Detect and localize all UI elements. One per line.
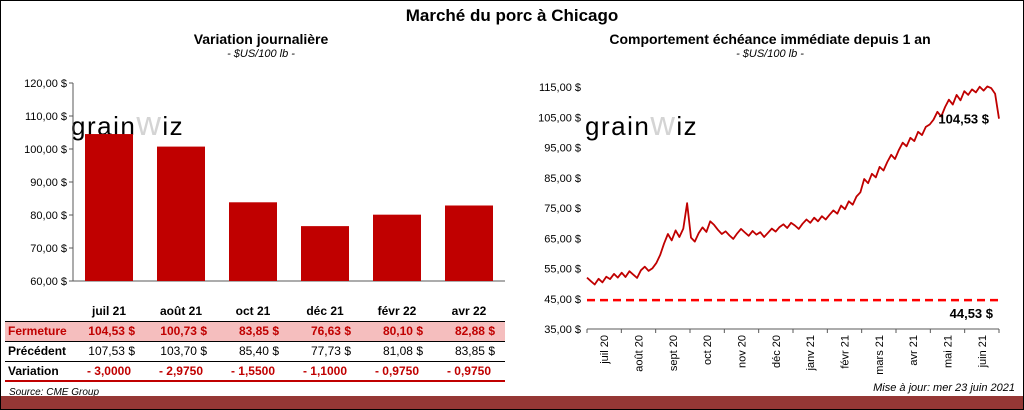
year-trend-panel: Comportement échéance immédiate depuis 1… xyxy=(519,31,1021,389)
bar xyxy=(373,214,421,281)
source-note: Source: CME Group xyxy=(9,387,100,398)
y-axis-tick-label: 85,00 $ xyxy=(544,173,581,185)
x-axis-tick-label: févr 21 xyxy=(840,335,852,369)
y-axis-tick-label: 95,00 $ xyxy=(544,143,581,155)
table-cell: 82,88 $ xyxy=(454,324,495,338)
table-cell: - 1,5500 xyxy=(230,363,276,378)
table-cell: 83,85 $ xyxy=(238,324,279,338)
y-axis-tick-label: 80,00 $ xyxy=(30,210,67,222)
x-axis-tick-label: avr 21 xyxy=(908,335,920,366)
row-label: Fermeture xyxy=(8,324,67,338)
y-axis-tick-label: 55,00 $ xyxy=(544,264,581,276)
table-header-cell: avr 22 xyxy=(451,303,487,318)
row-label: Variation xyxy=(8,363,59,378)
update-note: Mise à jour: mer 23 juin 2021 xyxy=(873,382,1015,394)
x-axis-tick-label: mai 21 xyxy=(943,335,955,368)
table-header-cell: août 21 xyxy=(159,303,202,318)
x-axis-tick-label: août 20 xyxy=(634,335,646,372)
bottom-bar xyxy=(1,396,1023,409)
table-cell: - 1,1000 xyxy=(302,363,348,378)
bar xyxy=(301,226,349,281)
x-axis-tick-label: juin 21 xyxy=(977,335,989,368)
y-axis-tick-label: 90,00 $ xyxy=(30,177,67,189)
bar-chart: grainwiz 60,00 $ 70,00 $ 80,00 $ 90,00 $ 100,… xyxy=(24,78,505,288)
bar-chart-subtitle: - $US/100 lb - xyxy=(227,48,295,60)
line-chart-title: Comportement échéance immédiate depuis 1… xyxy=(609,31,931,47)
table-cell: 80,10 $ xyxy=(382,324,423,338)
y-axis-tick-label: 110,00 $ xyxy=(25,111,67,123)
bar-chart-title: Variation journalière xyxy=(193,31,329,47)
table-row-variation: Variation - 3,0000 - 2,9750 - 1,5500 - 1,100… xyxy=(5,361,505,381)
table-cell: - 0,9750 xyxy=(446,363,492,378)
y-axis-tick-label: 120,00 $ xyxy=(24,78,67,90)
table-cell: 81,08 $ xyxy=(382,344,423,358)
bar xyxy=(85,134,133,281)
table-cell: - 0,9750 xyxy=(374,363,420,378)
y-axis-tick-label: 100,00 $ xyxy=(24,144,67,156)
bar xyxy=(445,205,493,281)
x-axis-tick-label: nov 20 xyxy=(737,335,749,368)
x-axis-tick-label: juil 20 xyxy=(599,335,611,365)
table-cell: 104,53 $ xyxy=(88,324,135,338)
y-axis-tick-label: 35,00 $ xyxy=(544,324,581,336)
price-line xyxy=(586,85,1000,286)
table-cell: - 2,9750 xyxy=(158,363,204,378)
x-axis-tick-label: déc 20 xyxy=(771,335,783,368)
table-row-previous: Précédent 107,53 $ 103,70 $ 85,40 $ 77,73 $ 8… xyxy=(5,341,505,361)
x-axis-tick-label: mars 21 xyxy=(874,335,886,375)
table-cell: 107,53 $ xyxy=(88,344,135,358)
table-header-cell: oct 21 xyxy=(235,303,271,318)
table-header-row: juil 21 août 21 oct 21 déc 21 févr 22 avr 22 xyxy=(5,301,505,321)
table-cell: - 3,0000 xyxy=(86,363,132,378)
line-chart: grainwiz 35,00 $ 45,00 $ 55,00 $ 65,00 $ 75,0… xyxy=(538,82,1000,375)
table-header-cell: févr 22 xyxy=(377,303,417,318)
last-value-label: 104,53 $ xyxy=(938,112,989,127)
grainwiz-watermark: grainwiz xyxy=(71,105,184,143)
table-cell: 85,40 $ xyxy=(238,344,279,358)
daily-variation-panel: Variation journalière - $US/100 lb - gra… xyxy=(5,31,517,382)
reference-line-label: 44,53 $ xyxy=(950,306,994,321)
y-axis-tick-label: 115,00 $ xyxy=(539,82,581,94)
x-axis-tick-label: oct 20 xyxy=(702,335,714,365)
table-cell: 103,70 $ xyxy=(160,344,207,358)
table-cell: 76,63 $ xyxy=(310,324,351,338)
y-axis-tick-label: 60,00 $ xyxy=(30,276,67,288)
table-header-cell: déc 21 xyxy=(306,303,344,318)
x-axis-tick-label: janv 21 xyxy=(805,335,817,371)
y-axis-tick-label: 75,00 $ xyxy=(544,203,581,215)
price-table: juil 21 août 21 oct 21 déc 21 févr 22 avr 22 … xyxy=(5,301,505,382)
y-axis-tick-label: 45,00 $ xyxy=(544,294,581,306)
grainwiz-watermark: grainwiz xyxy=(585,105,698,143)
y-axis-tick-label: 65,00 $ xyxy=(544,233,581,245)
table-row-close: Fermeture 104,53 $ 100,73 $ 83,85 $ 76,63 $ 8… xyxy=(5,321,505,341)
bar xyxy=(157,146,205,281)
row-label: Précédent xyxy=(8,344,67,358)
line-chart-subtitle: - $US/100 lb - xyxy=(736,48,804,60)
table-corner-cell xyxy=(5,301,73,321)
table-cell: 100,73 $ xyxy=(160,324,207,338)
y-axis-tick-label: 105,00 $ xyxy=(538,112,581,124)
table-header-cell: juil 21 xyxy=(91,303,126,318)
bar xyxy=(229,202,277,281)
table-cell: 77,73 $ xyxy=(310,344,351,358)
y-axis-tick-label: 70,00 $ xyxy=(30,243,67,255)
x-axis-tick-label: sept 20 xyxy=(668,335,680,371)
table-cell: 83,85 $ xyxy=(454,344,495,358)
page-title: Marché du porc à Chicago xyxy=(405,6,619,25)
